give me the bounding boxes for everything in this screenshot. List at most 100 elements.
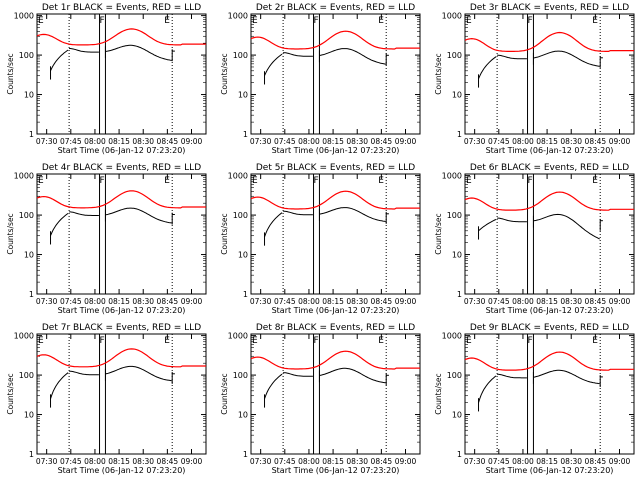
- flag-e-right: E: [164, 336, 170, 346]
- f-marker-box: [313, 173, 320, 295]
- panel-8: Det 8r BLACK = Events, RED = LLD 1 10 100 10…: [220, 323, 421, 475]
- panel-title: Det 7r BLACK = Events, RED = LLD: [42, 323, 201, 333]
- x-tick-label: 08:15: [536, 457, 558, 466]
- f-marker-box: [527, 13, 534, 135]
- x-tick-label: 07:45: [274, 457, 296, 466]
- flag-e-left: E: [466, 16, 472, 26]
- x-tick-label: 07:30: [36, 457, 58, 466]
- axes-frame: [464, 333, 635, 455]
- x-tick-label: 08:30: [132, 457, 154, 466]
- panel-7: Det 7r BLACK = Events, RED = LLD 1 10 100 10…: [6, 323, 207, 475]
- f-marker-box: [99, 173, 106, 295]
- series-events-segment: [283, 52, 313, 57]
- f-marker-box: [313, 13, 320, 135]
- y-tick-label: 10: [24, 411, 34, 420]
- x-tick-label: 09:00: [609, 297, 631, 306]
- series-lld-line: [250, 190, 420, 210]
- y-tick-label: 100: [19, 211, 34, 220]
- x-tick-label: 07:30: [464, 457, 486, 466]
- flag-e-right: E: [592, 336, 598, 346]
- y-tick-label: 1000: [228, 332, 248, 341]
- series-lld-line: [250, 350, 420, 370]
- x-tick-label: 09:00: [181, 297, 203, 306]
- series-events-segment: [264, 53, 283, 76]
- y-axis-label: Counts/sec: [6, 53, 15, 94]
- x-tick-label: 08:45: [157, 137, 179, 146]
- panel-title: Det 4r BLACK = Events, RED = LLD: [42, 163, 201, 173]
- y-tick-label: 1000: [228, 12, 248, 21]
- series-events-segment: [69, 370, 99, 376]
- series-events-segment: [533, 213, 600, 240]
- x-tick-label: 07:45: [488, 137, 510, 146]
- series-events-segment: [69, 211, 99, 216]
- series-lld-line: [464, 31, 634, 52]
- flag-f: F: [528, 16, 533, 26]
- flag-f: F: [314, 176, 319, 186]
- x-tick-label: 08:30: [132, 137, 154, 146]
- x-tick-label: 07:30: [464, 137, 486, 146]
- y-tick-label: 1000: [14, 332, 34, 341]
- x-tick-label: 08:30: [560, 457, 582, 466]
- axes-frame: [464, 13, 635, 135]
- panel-title: Det 8r BLACK = Events, RED = LLD: [256, 323, 415, 333]
- flag-f: F: [100, 336, 105, 346]
- x-tick-label: 08:30: [560, 137, 582, 146]
- panel-6: Det 6r BLACK = Events, RED = LLD 1 10 100 10…: [434, 163, 635, 315]
- flag-e-right: E: [378, 176, 384, 186]
- y-tick-label: 1: [29, 290, 34, 299]
- series-events-segment: [283, 210, 313, 216]
- x-axis-label: Start Time (06-Jan-12 07:23:20): [58, 146, 186, 155]
- x-tick-label: 07:30: [250, 457, 272, 466]
- x-tick-label: 07:30: [36, 137, 58, 146]
- panel-title: Det 6r BLACK = Events, RED = LLD: [470, 163, 629, 173]
- series-events-segment: [533, 369, 600, 385]
- y-tick-label: 1: [457, 130, 462, 139]
- x-tick-label: 08:00: [84, 137, 106, 146]
- y-tick-label: 1000: [14, 172, 34, 181]
- x-tick-label: 08:30: [346, 297, 368, 306]
- panel-4: Det 4r BLACK = Events, RED = LLD 1 10 100 10…: [6, 163, 207, 315]
- y-axis-label: Counts/sec: [220, 53, 229, 94]
- series-events-segment: [264, 373, 283, 399]
- x-tick-label: 08:00: [512, 457, 534, 466]
- flag-e-left: E: [252, 336, 258, 346]
- f-marker-box: [313, 333, 320, 455]
- y-tick-label: 10: [24, 91, 34, 100]
- y-axis-label: Counts/sec: [6, 373, 15, 414]
- y-tick-label: 10: [238, 91, 248, 100]
- x-tick-label: 09:00: [395, 457, 417, 466]
- x-tick-label: 08:30: [132, 297, 154, 306]
- x-tick-label: 08:30: [560, 297, 582, 306]
- series-events-segment: [533, 50, 600, 67]
- x-tick-label: 08:45: [157, 457, 179, 466]
- x-tick-label: 08:15: [322, 457, 344, 466]
- series-lld-line: [36, 348, 206, 368]
- x-tick-label: 09:00: [609, 457, 631, 466]
- y-tick-label: 100: [447, 211, 462, 220]
- x-tick-label: 08:15: [108, 457, 130, 466]
- y-tick-label: 1000: [442, 332, 462, 341]
- x-tick-label: 07:45: [60, 457, 82, 466]
- flag-e-right: E: [592, 16, 598, 26]
- series-events-segment: [478, 56, 497, 80]
- x-tick-label: 08:00: [84, 297, 106, 306]
- y-tick-label: 1000: [14, 12, 34, 21]
- panel-title: Det 5r BLACK = Events, RED = LLD: [256, 163, 415, 173]
- panel-title: Det 2r BLACK = Events, RED = LLD: [256, 3, 415, 13]
- series-events-segment: [105, 44, 172, 61]
- flag-e-left: E: [38, 16, 44, 26]
- x-axis-label: Start Time (06-Jan-12 07:23:20): [272, 306, 400, 315]
- series-events-segment: [50, 49, 69, 72]
- x-tick-label: 09:00: [395, 297, 417, 306]
- flag-f: F: [528, 176, 533, 186]
- x-tick-label: 08:45: [585, 297, 607, 306]
- x-tick-label: 07:45: [60, 297, 82, 306]
- panel-9: Det 9r BLACK = Events, RED = LLD 1 10 100 10…: [434, 323, 635, 475]
- flag-e-right: E: [592, 176, 598, 186]
- y-axis-label: Counts/sec: [434, 213, 443, 254]
- y-tick-label: 10: [24, 251, 34, 260]
- x-tick-label: 07:45: [488, 297, 510, 306]
- series-events-segment: [264, 212, 283, 238]
- x-axis-label: Start Time (06-Jan-12 07:23:20): [58, 466, 186, 475]
